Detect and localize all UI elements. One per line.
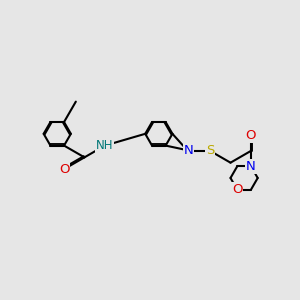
Text: NH: NH xyxy=(96,139,114,152)
Text: N: N xyxy=(246,160,256,173)
Text: N: N xyxy=(184,144,194,157)
Text: O: O xyxy=(59,163,69,176)
Text: S: S xyxy=(184,145,192,158)
Text: S: S xyxy=(206,144,214,158)
Text: O: O xyxy=(232,183,243,196)
Text: O: O xyxy=(246,129,256,142)
